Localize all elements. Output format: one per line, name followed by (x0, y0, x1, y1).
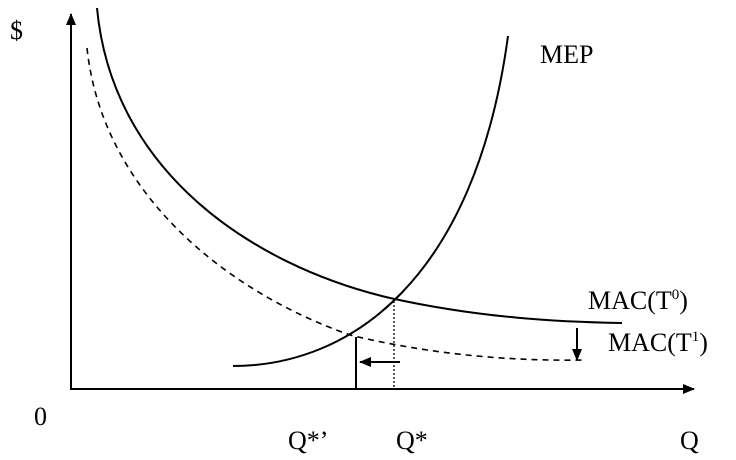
mac-t1-label-prefix: MAC(T (608, 328, 692, 357)
mac-t1-label: MAC(T1) (608, 330, 708, 356)
mep-label: MEP (540, 40, 594, 69)
mac-t0-label: MAC(T0) (588, 288, 688, 314)
mac-t1-label-superscript: 1 (691, 329, 700, 345)
mac-t0-label-suffix: ) (679, 286, 688, 315)
mac-t1-label-suffix: ) (699, 328, 708, 357)
y-axis-label: $ (10, 16, 23, 45)
mac-t0-label-superscript: 0 (671, 287, 680, 303)
mac-t1-curve (86, 47, 586, 361)
mac-t0-label-prefix: MAC(T (588, 286, 672, 315)
origin-label: 0 (34, 402, 47, 431)
x-axis-label: Q (680, 426, 699, 455)
q-star-label: Q* (396, 426, 428, 455)
mep-curve (232, 35, 509, 367)
q-star-prime-label: Q*’ (288, 426, 329, 455)
mac-t0-curve (96, 7, 623, 324)
